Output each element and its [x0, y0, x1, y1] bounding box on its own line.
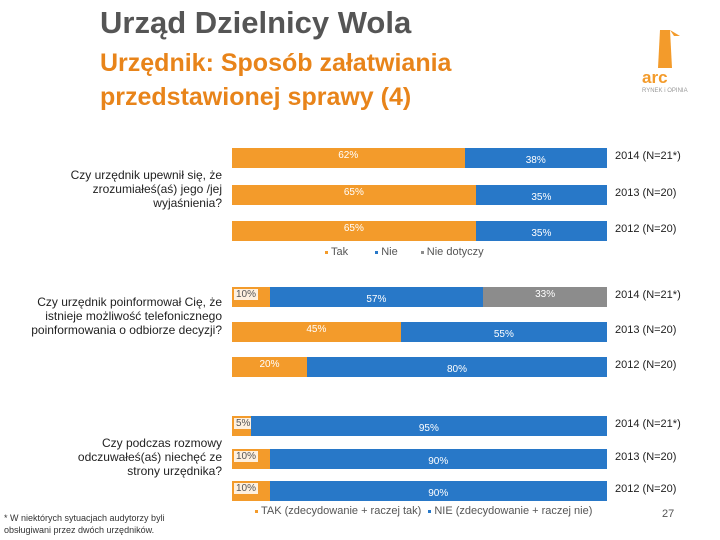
category-label-1-2: 2013 (N=20) [615, 187, 677, 199]
bar-2-2-nie [400, 322, 607, 342]
bar-label-2-1-3: 33% [535, 289, 556, 300]
bar-label-3-1-2: 95% [418, 423, 439, 434]
bar-1-3-tak [232, 221, 476, 241]
legend-swatch-nie-3 [428, 509, 432, 513]
bar-2-1-nie [483, 287, 607, 307]
bar-label-2-2-2: 55% [493, 329, 514, 340]
bar-1-1-tak [232, 148, 465, 168]
bar-3-2-nie [269, 449, 607, 469]
bar-label-3-2-2: 90% [428, 456, 449, 467]
slide-subtitle: Urzędnik: Sposób załatwiania przedstawio… [100, 49, 452, 111]
bar-1-2-nie [475, 185, 607, 205]
bar-label-3-3-1: 10% [234, 483, 259, 494]
bar-1-2-tak [232, 185, 476, 205]
legend-label-nie: Nie [381, 246, 398, 258]
bar-label-1-2-1: 65% [343, 187, 364, 198]
bar-label-3-1-1: 5% [234, 418, 253, 429]
bar-label-1-1-2: 38% [525, 155, 546, 166]
category-label-2-2: 2013 (N=20) [615, 324, 677, 336]
legend-3: TAK (zdecydowanie + raczej tak) NIE (zde… [255, 505, 592, 517]
bar-2-2-tak [232, 322, 401, 342]
bar-label-3-3-2: 90% [428, 488, 449, 499]
bar-label-2-1-1: 10% [234, 289, 259, 300]
bar-label-1-1-1: 62% [338, 150, 359, 161]
legend-1: Tak Nie Nie dotyczy [325, 246, 484, 258]
bar-2-1-nie [269, 287, 484, 307]
bar-label-2-3-2: 80% [447, 364, 468, 375]
bar-1-3-nie [475, 221, 607, 241]
legend-label-tak-3: TAK (zdecydowanie + raczej tak) [261, 505, 422, 517]
legend-swatch-tak [325, 250, 328, 254]
question-1: Czy urzędnik upewnił się, że zrozumiałeś… [70, 168, 222, 210]
category-label-3-1: 2014 (N=21*) [615, 418, 681, 430]
legend-swatch-nie-dotyczy [420, 250, 424, 254]
bar-2-3-nie [307, 357, 607, 377]
legend-swatch-tak-3 [255, 509, 258, 513]
bar-label-2-2-1: 45% [306, 324, 327, 335]
bar-3-3-nie [269, 481, 607, 501]
legend-swatch-nie [375, 250, 379, 254]
page-number: 27 [662, 508, 675, 520]
legend-label-tak: Tak [331, 246, 349, 258]
arc-logo-icon: arc RYNEK i OPINIA [642, 30, 688, 94]
bar-label-1-3-2: 35% [531, 228, 552, 239]
category-label-3-2: 2013 (N=20) [615, 451, 677, 463]
question-3: Czy podczas rozmowy odczuwałeś(aś) niech… [77, 436, 222, 478]
bar-2-3-tak [232, 357, 307, 377]
bar-label-1-3-1: 65% [343, 223, 364, 234]
bar-label-2-1-2: 57% [366, 294, 387, 305]
category-label-2-3: 2012 (N=20) [615, 359, 677, 371]
bar-label-1-2-2: 35% [531, 192, 552, 203]
footnote: * W niektórych sytuacjach audytorzy byli… [4, 513, 165, 535]
bar-1-1-nie [464, 148, 607, 168]
bar-label-3-2-1: 10% [234, 451, 259, 462]
bar-label-2-3-1: 20% [259, 359, 280, 370]
category-label-3-3: 2012 (N=20) [615, 483, 677, 495]
category-label-2-1: 2014 (N=21*) [615, 289, 681, 301]
bar-3-1-nie [250, 416, 607, 436]
slide-title: Urząd Dzielnicy Wola [100, 5, 412, 40]
category-label-1-3: 2012 (N=20) [615, 223, 677, 235]
category-label-1-1: 2014 (N=21*) [615, 150, 681, 162]
logo-wordmark: arc [642, 68, 668, 87]
legend-label-nie-3: NIE (zdecydowanie + raczej nie) [434, 505, 593, 517]
question-2: Czy urzędnik poinformował Cię, że istnie… [31, 295, 222, 337]
logo-tagline: RYNEK i OPINIA [642, 88, 688, 94]
legend-label-nie-dotyczy: Nie dotyczy [426, 246, 484, 258]
